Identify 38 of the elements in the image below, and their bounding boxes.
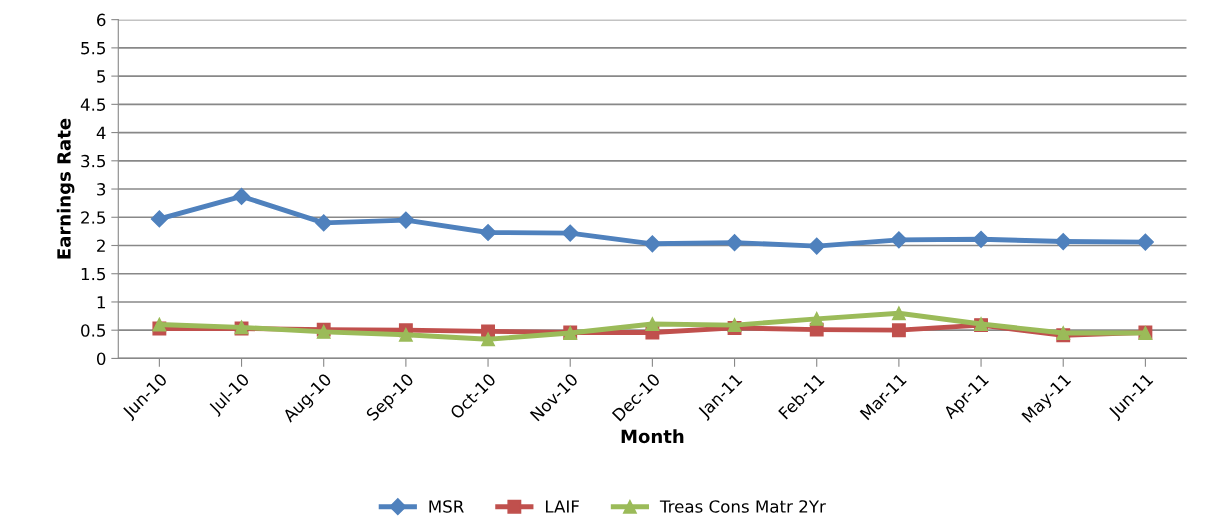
point [150, 210, 168, 228]
y-tick-label: 3.5 [81, 154, 106, 168]
point [645, 317, 660, 331]
point [398, 327, 413, 342]
legend-label: LAIF [545, 500, 579, 513]
y-tick-label: 4.5 [80, 98, 106, 111]
legend-label: Treas Cons Matr 2Yr [659, 500, 826, 513]
point [479, 223, 497, 242]
legend-label: MSR [429, 500, 464, 513]
y-tick-label: 0 [96, 352, 106, 365]
y-tick-label: 4 [96, 126, 106, 139]
y-tick-label: 5.5 [81, 42, 106, 55]
y-tick-label: 5 [97, 70, 106, 83]
y-tick-label: 0.5 [81, 324, 106, 337]
point [315, 214, 333, 232]
point [972, 230, 990, 248]
point [397, 211, 415, 229]
point [891, 306, 906, 321]
point [643, 235, 661, 253]
y-tick-label: 3 [97, 183, 106, 196]
y-tick-label: 1 [97, 296, 105, 309]
point [726, 234, 744, 252]
point [809, 311, 824, 326]
y-tick-label: 1.5 [81, 267, 106, 281]
y-tick-label: 6 [97, 13, 106, 27]
y-tick-label: 2.5 [81, 211, 106, 224]
point [808, 237, 826, 255]
point [561, 224, 579, 242]
point [232, 187, 251, 205]
y-axis-title: Earnings Rate [56, 118, 75, 259]
point [152, 317, 167, 332]
point [890, 231, 908, 249]
point [1054, 232, 1072, 251]
y-tick-label: 2 [97, 239, 105, 252]
x-axis-title: Month [621, 429, 684, 444]
point [481, 332, 495, 347]
point [1136, 233, 1154, 251]
point [891, 323, 906, 338]
